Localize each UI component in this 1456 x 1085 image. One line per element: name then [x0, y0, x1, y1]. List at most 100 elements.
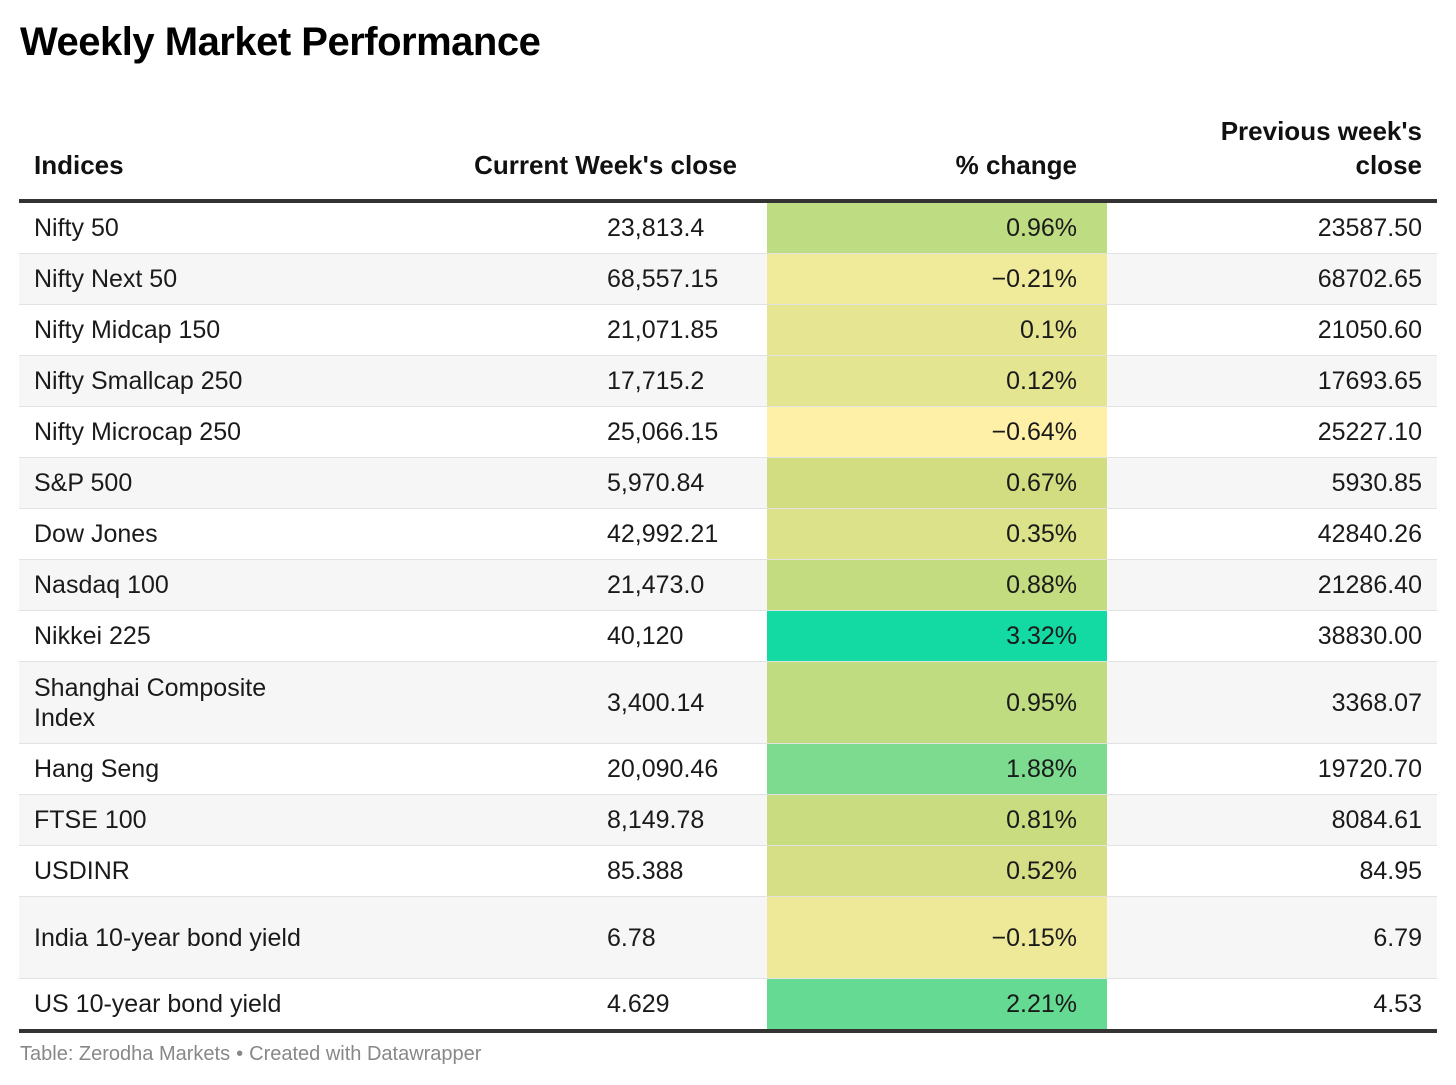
cell-current-close: 17,715.2	[329, 355, 767, 407]
page-title: Weekly Market Performance	[20, 20, 541, 64]
table-row: USDINR 85.388 0.52% 84.95	[19, 845, 1437, 897]
cell-pct-change: 0.35%	[767, 508, 1107, 560]
cell-pct-change: 0.52%	[767, 845, 1107, 897]
cell-index-name: Dow Jones	[19, 508, 329, 560]
cell-previous-close: 3368.07	[1107, 661, 1437, 744]
cell-previous-close: 5930.85	[1107, 457, 1437, 509]
column-header-previous-close[interactable]: Previous week's close	[1107, 100, 1437, 203]
cell-pct-change: 0.12%	[767, 355, 1107, 407]
cell-previous-close: 4.53	[1107, 978, 1437, 1033]
footer-credit: Table: Zerodha Markets • Created with Data…	[20, 1041, 481, 1067]
cell-current-close: 85.388	[329, 845, 767, 897]
cell-index-name: Nifty Smallcap 250	[19, 355, 329, 407]
current-close-value: 21,473.0	[607, 571, 705, 599]
cell-pct-change: 0.81%	[767, 794, 1107, 846]
footer-source: Table: Zerodha Markets	[20, 1043, 231, 1065]
table-row: S&P 500 5,970.84 0.67% 5930.85	[19, 457, 1437, 509]
current-close-value: 17,715.2	[607, 367, 705, 395]
cell-previous-close: 23587.50	[1107, 201, 1437, 254]
column-header-previous-close-line2: close	[1355, 150, 1423, 180]
current-close-value: 42,992.21	[607, 520, 719, 548]
table-row: Nifty Midcap 150 21,071.85 0.1% 21050.60	[19, 304, 1437, 356]
cell-previous-close: 19720.70	[1107, 743, 1437, 795]
cell-pct-change: 0.1%	[767, 304, 1107, 356]
cell-previous-close: 8084.61	[1107, 794, 1437, 846]
cell-current-close: 40,120	[329, 610, 767, 662]
table-body: Nifty 50 23,813.4 0.96% 23587.50 Nifty Next …	[19, 201, 1437, 1033]
cell-pct-change: 0.88%	[767, 559, 1107, 611]
table-row: Nikkei 225 40,120 3.32% 38830.00	[19, 610, 1437, 662]
cell-pct-change: −0.15%	[767, 896, 1107, 979]
cell-current-close: 68,557.15	[329, 253, 767, 305]
cell-previous-close: 38830.00	[1107, 610, 1437, 662]
table-row: Hang Seng 20,090.46 1.88% 19720.70	[19, 743, 1437, 795]
cell-previous-close: 25227.10	[1107, 406, 1437, 458]
cell-pct-change: −0.21%	[767, 253, 1107, 305]
current-close-value: 20,090.46	[607, 755, 719, 783]
cell-previous-close: 68702.65	[1107, 253, 1437, 305]
cell-current-close: 21,071.85	[329, 304, 767, 356]
header-row: Indices Current Week's close % change Pr…	[19, 100, 1437, 203]
cell-previous-close: 21286.40	[1107, 559, 1437, 611]
cell-current-close: 21,473.0	[329, 559, 767, 611]
cell-pct-change: −0.64%	[767, 406, 1107, 458]
footer-credit-link[interactable]: Created with Datawrapper	[249, 1043, 482, 1065]
table-header: Indices Current Week's close % change Pr…	[19, 100, 1437, 203]
column-header-pct-change[interactable]: % change	[767, 100, 1107, 203]
cell-current-close: 42,992.21	[329, 508, 767, 560]
cell-current-close: 3,400.14	[329, 661, 767, 744]
cell-pct-change: 0.67%	[767, 457, 1107, 509]
cell-pct-change: 1.88%	[767, 743, 1107, 795]
current-close-value: 40,120	[607, 622, 684, 650]
cell-index-name: US 10-year bond yield	[19, 978, 329, 1033]
table-row: Nifty Microcap 250 25,066.15 −0.64% 25227.1…	[19, 406, 1437, 458]
cell-current-close: 25,066.15	[329, 406, 767, 458]
cell-index-name: S&P 500	[19, 457, 329, 509]
table-row: US 10-year bond yield 4.629 2.21% 4.53	[19, 978, 1437, 1033]
table-row: FTSE 100 8,149.78 0.81% 8084.61	[19, 794, 1437, 846]
cell-pct-change: 0.95%	[767, 661, 1107, 744]
table-row: Nasdaq 100 21,473.0 0.88% 21286.40	[19, 559, 1437, 611]
table-row: India 10-year bond yield 6.78 −0.15% 6.79	[19, 896, 1437, 979]
cell-previous-close: 17693.65	[1107, 355, 1437, 407]
cell-index-name: Nikkei 225	[19, 610, 329, 662]
cell-index-name: USDINR	[19, 845, 329, 897]
cell-pct-change: 3.32%	[767, 610, 1107, 662]
current-close-value: 4.629	[607, 990, 670, 1018]
current-close-value: 23,813.4	[607, 214, 705, 242]
cell-previous-close: 42840.26	[1107, 508, 1437, 560]
cell-index-name: Nifty Midcap 150	[19, 304, 329, 356]
current-close-value: 85.388	[607, 857, 684, 885]
cell-current-close: 5,970.84	[329, 457, 767, 509]
table-row: Dow Jones 42,992.21 0.35% 42840.26	[19, 508, 1437, 560]
table-row: Shanghai Composite Index 3,400.14 0.95% 336…	[19, 661, 1437, 744]
current-close-value: 25,066.15	[607, 418, 719, 446]
table-row: Nifty Smallcap 250 17,715.2 0.12% 17693.65	[19, 355, 1437, 407]
cell-pct-change: 0.96%	[767, 201, 1107, 254]
cell-index-name: Nifty Microcap 250	[19, 406, 329, 458]
cell-index-name: Nifty Next 50	[19, 253, 329, 305]
footer-separator: •	[236, 1043, 244, 1065]
cell-index-name: FTSE 100	[19, 794, 329, 846]
cell-index-name: Shanghai Composite Index	[19, 661, 329, 744]
cell-current-close: 23,813.4	[329, 201, 767, 254]
column-header-current-close[interactable]: Current Week's close	[329, 100, 767, 203]
column-header-previous-close-line1: Previous week's	[1220, 116, 1422, 146]
cell-current-close: 20,090.46	[329, 743, 767, 795]
cell-previous-close: 84.95	[1107, 845, 1437, 897]
cell-index-name: Nasdaq 100	[19, 559, 329, 611]
current-close-value: 3,400.14	[607, 688, 705, 717]
current-close-value: 6.78	[607, 923, 656, 952]
current-close-value: 8,149.78	[607, 806, 705, 834]
table-row: Nifty 50 23,813.4 0.96% 23587.50	[19, 201, 1437, 254]
column-header-indices[interactable]: Indices	[19, 100, 329, 203]
cell-index-name: Hang Seng	[19, 743, 329, 795]
current-close-value: 21,071.85	[607, 316, 719, 344]
cell-current-close: 8,149.78	[329, 794, 767, 846]
cell-previous-close: 6.79	[1107, 896, 1437, 979]
cell-index-name: India 10-year bond yield	[19, 896, 329, 979]
cell-current-close: 6.78	[329, 896, 767, 979]
cell-pct-change: 2.21%	[767, 978, 1107, 1033]
cell-index-name: Nifty 50	[19, 201, 329, 254]
cell-previous-close: 21050.60	[1107, 304, 1437, 356]
